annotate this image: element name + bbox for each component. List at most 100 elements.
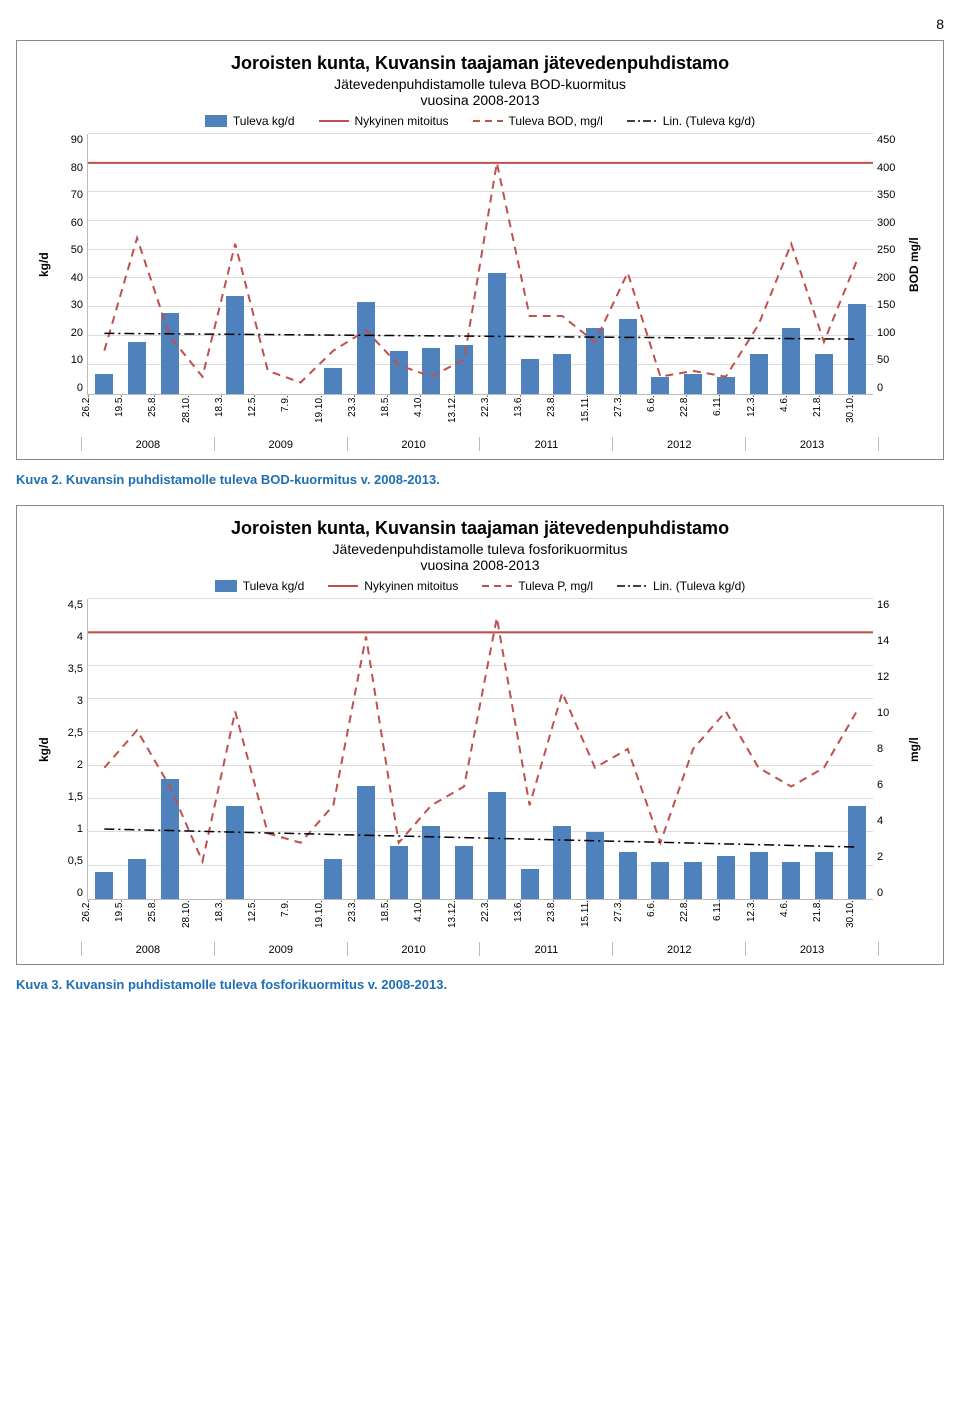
chart-2-yticks-left: 4,543,532,521,510,50 (53, 599, 87, 899)
y-tick-right: 16 (877, 599, 889, 611)
chart-1-subtitle-2: vuosina 2008-2013 (35, 92, 925, 108)
x-group: 2010 (347, 437, 480, 451)
bar-swatch-icon (215, 580, 237, 592)
y-tick-left: 0 (77, 887, 83, 899)
y-tick-left: 0 (77, 382, 83, 394)
chart-1-xgroups: 200820092010201120122013 (81, 437, 879, 451)
chart-2-subtitle-1: Jätevedenpuhdistamolle tuleva fosforikuo… (35, 541, 925, 557)
x-tick: 15.11. (580, 900, 613, 940)
legend-bar: Tuleva kg/d (205, 114, 295, 128)
chart-1-yticks-right: 450400350300250200150100500 (873, 134, 907, 394)
x-tick: 12.5. (247, 395, 280, 435)
legend-mitoitus-label: Nykyinen mitoitus (355, 114, 449, 128)
chart-1-plot-wrap: kg/d 9080706050403020100 450400350300250… (35, 134, 925, 395)
legend-mitoitus-label: Nykyinen mitoitus (364, 579, 458, 593)
x-group: 2010 (347, 942, 480, 956)
y-tick-right: 300 (877, 217, 895, 229)
legend-secondary-label: Tuleva P, mg/l (518, 579, 593, 593)
y-tick-left: 4,5 (68, 599, 83, 611)
legend-secondary: Tuleva BOD, mg/l (473, 114, 603, 128)
chart-1-frame: Joroisten kunta, Kuvansin taajaman jätev… (16, 40, 944, 460)
x-group: 2009 (214, 942, 347, 956)
y-tick-left: 3,5 (68, 663, 83, 675)
y-tick-right: 150 (877, 299, 895, 311)
x-tick: 13.12. (447, 900, 480, 940)
y-tick-right: 0 (877, 887, 883, 899)
dashdot-swatch-icon (627, 115, 657, 127)
y-tick-left: 90 (71, 134, 83, 146)
legend-secondary: Tuleva P, mg/l (482, 579, 593, 593)
chart-1-yticks-left: 9080706050403020100 (53, 134, 87, 394)
x-tick: 23.3. (347, 395, 380, 435)
x-tick: 26.2. (81, 900, 114, 940)
x-tick: 23.8. (546, 395, 579, 435)
chart-1-ylabel-left: kg/d (35, 134, 53, 395)
chart-2-ylabel-left: kg/d (35, 599, 53, 900)
chart-1-xticks: 26.2.19.5.25.8.28.10.18.3.12.5.7.9.19.10… (81, 395, 879, 435)
y-tick-left: 30 (71, 299, 83, 311)
y-tick-left: 40 (71, 272, 83, 284)
x-group: 2011 (479, 942, 612, 956)
x-tick: 21.8. (812, 395, 845, 435)
x-tick: 6.6. (646, 900, 679, 940)
x-tick: 15.11. (580, 395, 613, 435)
y-tick-left: 70 (71, 189, 83, 201)
line-swatch-icon (328, 585, 358, 587)
x-tick: 19.10. (314, 395, 347, 435)
y-tick-left: 2,5 (68, 727, 83, 739)
y-tick-left: 2 (77, 759, 83, 771)
y-tick-left: 50 (71, 244, 83, 256)
y-tick-left: 60 (71, 217, 83, 229)
x-group: 2012 (612, 942, 745, 956)
x-tick: 25.8. (147, 900, 180, 940)
legend-mitoitus: Nykyinen mitoitus (319, 114, 449, 128)
x-tick: 18.3. (214, 900, 247, 940)
x-tick: 7.9. (280, 395, 313, 435)
x-tick: 18.5. (380, 395, 413, 435)
x-tick: 13.6. (513, 900, 546, 940)
y-tick-left: 10 (71, 354, 83, 366)
chart-2-title: Joroisten kunta, Kuvansin taajaman jätev… (35, 518, 925, 539)
y-tick-left: 20 (71, 327, 83, 339)
x-tick: 22.3. (480, 900, 513, 940)
y-tick-right: 0 (877, 382, 883, 394)
dash-swatch-icon (473, 115, 503, 127)
y-tick-left: 1 (77, 823, 83, 835)
y-tick-right: 2 (877, 851, 883, 863)
legend-bar-label: Tuleva kg/d (243, 579, 305, 593)
chart-2-legend: Tuleva kg/d Nykyinen mitoitus Tuleva P, … (35, 579, 925, 593)
y-tick-right: 200 (877, 272, 895, 284)
y-tick-right: 400 (877, 162, 895, 174)
x-tick: 25.8. (147, 395, 180, 435)
chart-2-yticks-right: 1614121086420 (873, 599, 907, 899)
x-tick: 4.6. (779, 395, 812, 435)
x-tick: 30.10. (845, 900, 878, 940)
caption-1: Kuva 2. Kuvansin puhdistamolle tuleva BO… (16, 472, 944, 487)
x-group: 2013 (745, 942, 879, 956)
x-tick: 4.6. (779, 900, 812, 940)
chart-1-plot-area (87, 134, 873, 395)
caption-2: Kuva 3. Kuvansin puhdistamolle tuleva fo… (16, 977, 944, 992)
x-tick: 12.3. (746, 900, 779, 940)
x-tick: 4.10. (413, 395, 446, 435)
x-tick: 22.8. (679, 395, 712, 435)
x-tick: 30.10. (845, 395, 878, 435)
x-tick: 23.8. (546, 900, 579, 940)
x-tick: 26.2. (81, 395, 114, 435)
chart-2-xticks: 26.2.19.5.25.8.28.10.18.3.12.5.7.9.19.10… (81, 900, 879, 940)
dashdot-swatch-icon (617, 580, 647, 592)
x-group: 2011 (479, 437, 612, 451)
x-tick: 28.10. (181, 900, 214, 940)
x-group: 2013 (745, 437, 879, 451)
x-tick: 21.8. (812, 900, 845, 940)
x-tick: 12.3. (746, 395, 779, 435)
legend-trend-label: Lin. (Tuleva kg/d) (663, 114, 755, 128)
x-group: 2009 (214, 437, 347, 451)
y-tick-left: 1,5 (68, 791, 83, 803)
x-tick: 27.3. (613, 900, 646, 940)
y-tick-left: 0,5 (68, 855, 83, 867)
legend-trend: Lin. (Tuleva kg/d) (627, 114, 755, 128)
legend-trend: Lin. (Tuleva kg/d) (617, 579, 745, 593)
y-tick-left: 3 (77, 695, 83, 707)
x-tick: 19.10. (314, 900, 347, 940)
